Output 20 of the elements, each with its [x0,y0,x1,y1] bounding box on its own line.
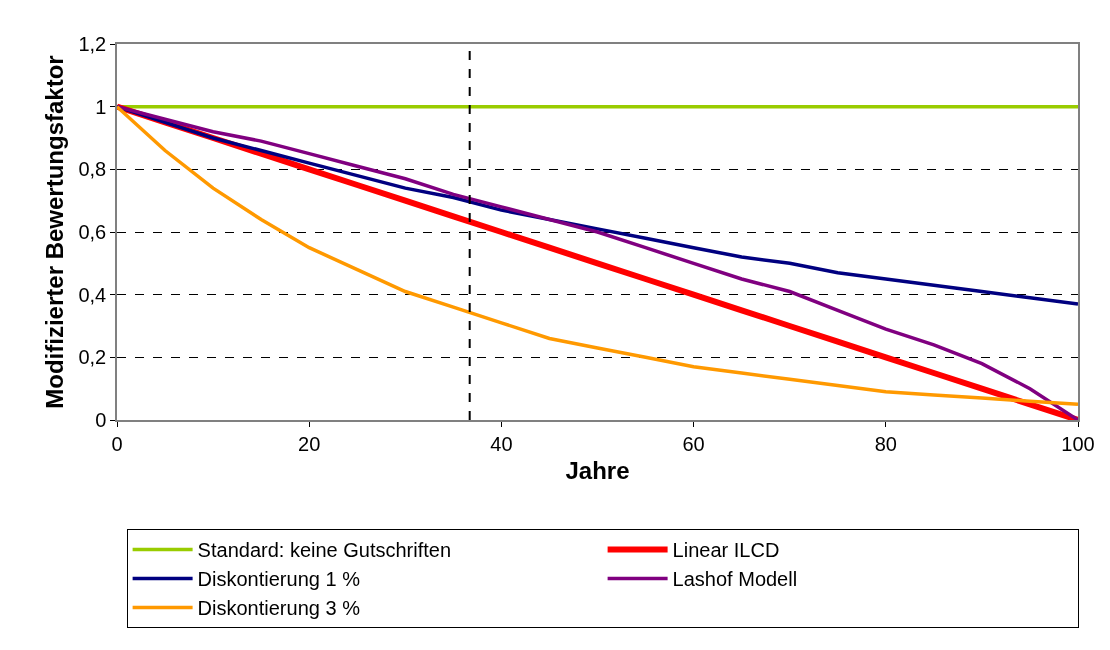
y-tick-label: 0,6 [78,221,107,243]
legend-label: Lashof Modell [672,568,798,591]
y-axis-title: Modifizierter Bewertungsfaktor [41,55,69,409]
x-axis-title: Jahre [565,456,630,484]
legend-label: Linear ILCD [672,539,780,562]
y-tick-label: 0,8 [78,158,107,181]
y-tick-label: 1,2 [78,33,107,55]
legend-label: Standard: keine Gutschriften [197,539,452,562]
x-tick-label: 80 [874,432,897,455]
y-tick-label: 0 [95,409,107,431]
x-tick-label: 40 [490,432,513,455]
legend-label: Diskontierung 3 % [197,597,361,620]
x-tick-label: 60 [682,432,705,455]
y-tick-label: 0,2 [78,346,107,369]
x-tick-label: 100 [1061,432,1095,455]
y-tick-label: 1 [95,95,107,118]
x-tick-label: 0 [111,432,123,455]
y-tick-label: 0,4 [78,283,107,306]
legend-label: Diskontierung 1 % [197,568,361,591]
x-tick-label: 20 [298,432,321,455]
